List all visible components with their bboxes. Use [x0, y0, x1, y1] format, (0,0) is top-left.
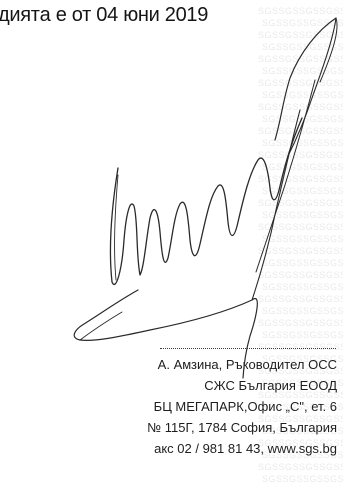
signature-line [160, 348, 336, 349]
date-line-fragment: диятa е от 04 юни 2019 [0, 4, 209, 26]
company-info-block: А. Амзина, Ръководител ОСС СЖС България … [0, 354, 337, 459]
company-building: БЦ МЕГАПАРК,Офис „С", ет. 6 [153, 399, 337, 414]
company-address: № 115Г, 1784 София, България [147, 420, 337, 435]
company-name: СЖС България ЕООД [204, 378, 337, 393]
company-contact: акс 02 / 981 81 43, www.sgs.bg [154, 441, 337, 456]
signatory-name-title: А. Амзина, Ръководител ОСС [157, 357, 337, 372]
